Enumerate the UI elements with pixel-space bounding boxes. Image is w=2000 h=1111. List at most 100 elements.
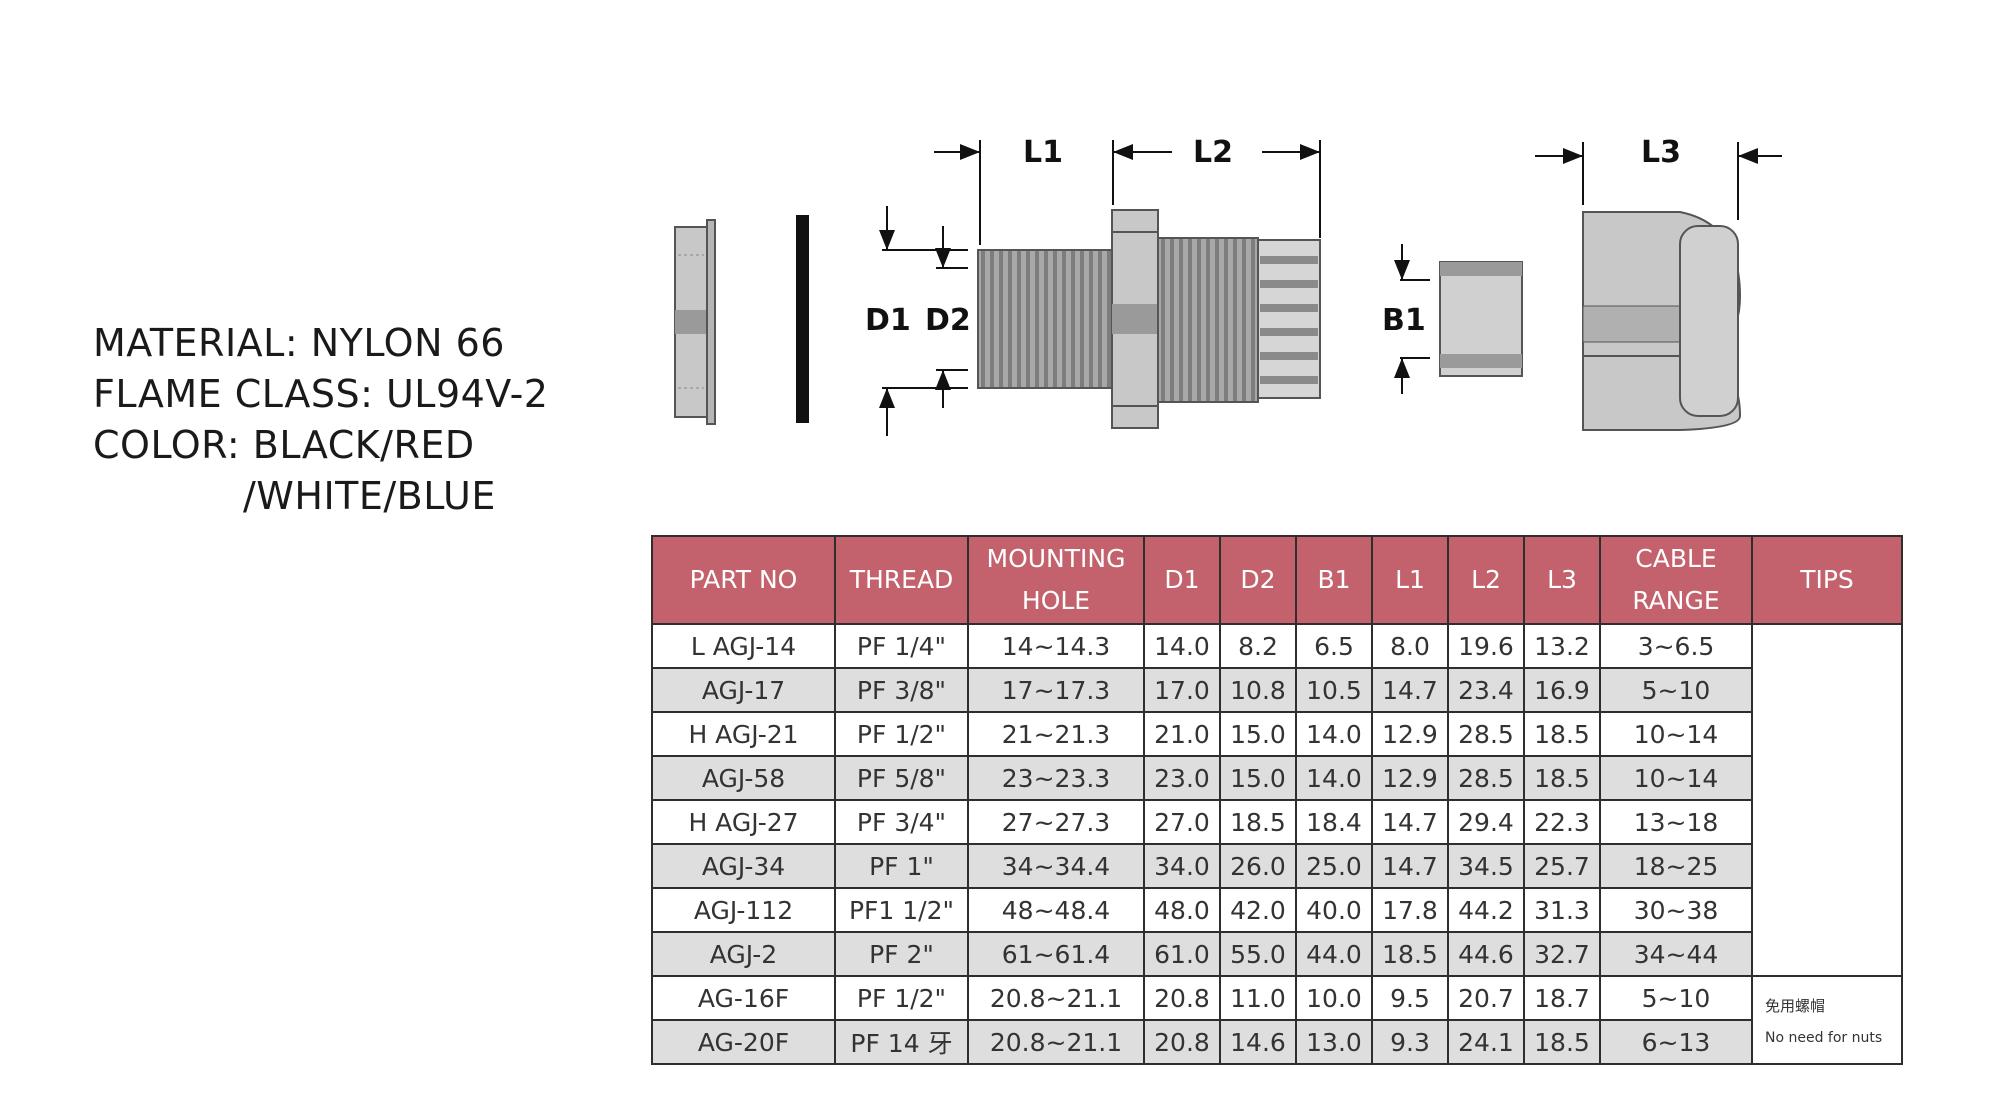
cell-l1: 17.8 bbox=[1371, 887, 1449, 933]
cell-l3: 25.7 bbox=[1523, 843, 1601, 889]
dim-label-l2: L2 bbox=[1193, 135, 1233, 170]
cell-l3: 18.5 bbox=[1523, 711, 1601, 757]
dimension-lines bbox=[879, 140, 1782, 436]
material-line: MATERIAL: NYLON 66 bbox=[93, 321, 505, 365]
cell-l3: 18.5 bbox=[1523, 1019, 1601, 1065]
cell-b1: 10.5 bbox=[1295, 667, 1373, 713]
table-row: AG-16F PF 1/2" 20.8~21.1 20.8 11.0 10.0 … bbox=[651, 975, 1903, 1065]
cell-thread: PF 1/2" bbox=[834, 711, 969, 757]
table-row: H AGJ-21 PF 1/2" 21~21.3 21.0 15.0 14.0 … bbox=[651, 711, 1902, 757]
cell-mounting-hole: 27~27.3 bbox=[967, 799, 1145, 845]
cell-thread: PF 14 牙 bbox=[834, 1019, 969, 1065]
cell-mounting-hole: 20.8~21.1 bbox=[967, 1019, 1145, 1065]
cell-l1: 14.7 bbox=[1371, 799, 1449, 845]
cell-d1: 27.0 bbox=[1143, 799, 1221, 845]
seal-insert-part bbox=[1439, 261, 1523, 377]
cell-part-no: H AGJ-27 bbox=[651, 799, 836, 845]
cell-l3: 18.5 bbox=[1523, 755, 1601, 801]
cell-d1: 17.0 bbox=[1143, 667, 1221, 713]
cell-d1: 14.0 bbox=[1143, 623, 1221, 669]
cell-l2: 44.6 bbox=[1447, 931, 1525, 977]
cell-thread: PF 5/8" bbox=[834, 755, 969, 801]
cell-b1: 14.0 bbox=[1295, 755, 1373, 801]
header-b1: B1 bbox=[1295, 535, 1373, 625]
cable-gland-drawing: L1 L2 L3 D1 D2 B1 bbox=[674, 135, 1782, 436]
cell-d2: 55.0 bbox=[1219, 931, 1297, 977]
cell-d2: 10.8 bbox=[1219, 667, 1297, 713]
cell-l3: 16.9 bbox=[1523, 667, 1601, 713]
cell-d2: 11.0 bbox=[1219, 975, 1297, 1021]
cell-d2: 15.0 bbox=[1219, 711, 1297, 757]
tips-cell-empty bbox=[1751, 623, 1903, 977]
cell-d2: 15.0 bbox=[1219, 755, 1297, 801]
cell-part-no: AGJ-17 bbox=[651, 667, 836, 713]
color-line: COLOR: BLACK/RED bbox=[93, 423, 475, 467]
cell-l2: 24.1 bbox=[1447, 1019, 1525, 1065]
cell-l1: 14.7 bbox=[1371, 667, 1449, 713]
cell-cable-range: 5~10 bbox=[1599, 667, 1753, 713]
header-l3: L3 bbox=[1523, 535, 1601, 625]
cell-l2: 20.7 bbox=[1447, 975, 1525, 1021]
cell-b1: 10.0 bbox=[1295, 975, 1373, 1021]
cell-part-no: L AGJ-14 bbox=[651, 623, 836, 669]
cell-b1: 40.0 bbox=[1295, 887, 1373, 933]
dim-label-d1: D1 bbox=[865, 303, 911, 338]
cell-thread: PF 2" bbox=[834, 931, 969, 977]
tips-cell-note: 免用螺帽 No need for nuts bbox=[1751, 975, 1903, 1065]
header-thread: THREAD bbox=[834, 535, 969, 625]
header-l2: L2 bbox=[1447, 535, 1525, 625]
gland-body-part bbox=[977, 209, 1321, 429]
dim-label-l3: L3 bbox=[1641, 135, 1681, 170]
cell-mounting-hole: 14~14.3 bbox=[967, 623, 1145, 669]
cell-mounting-hole: 20.8~21.1 bbox=[967, 975, 1145, 1021]
cell-mounting-hole: 23~23.3 bbox=[967, 755, 1145, 801]
cell-l2: 34.5 bbox=[1447, 843, 1525, 889]
dim-label-b1: B1 bbox=[1382, 303, 1426, 338]
cell-cable-range: 30~38 bbox=[1599, 887, 1753, 933]
cell-cable-range: 13~18 bbox=[1599, 799, 1753, 845]
color-line-continued: /WHITE/BLUE bbox=[243, 474, 496, 518]
cell-d2: 8.2 bbox=[1219, 623, 1297, 669]
dim-label-l1: L1 bbox=[1023, 135, 1063, 170]
cell-d1: 21.0 bbox=[1143, 711, 1221, 757]
table-header-row: PART NO THREAD MOUNTING HOLE D1 D2 B1 L1… bbox=[651, 535, 1903, 625]
cell-part-no: AGJ-112 bbox=[651, 887, 836, 933]
cell-part-no: AGJ-34 bbox=[651, 843, 836, 889]
cell-l1: 12.9 bbox=[1371, 755, 1449, 801]
sealing-gasket bbox=[796, 215, 809, 423]
cell-l2: 23.4 bbox=[1447, 667, 1525, 713]
cell-d2: 42.0 bbox=[1219, 887, 1297, 933]
table-row: AGJ-58 PF 5/8" 23~23.3 23.0 15.0 14.0 12… bbox=[651, 755, 1902, 801]
cell-d1: 23.0 bbox=[1143, 755, 1221, 801]
header-cable-range: CABLE RANGE bbox=[1599, 535, 1753, 625]
cap-nut-part bbox=[1582, 211, 1742, 431]
cell-l1: 9.5 bbox=[1371, 975, 1449, 1021]
cell-thread: PF 1" bbox=[834, 843, 969, 889]
cell-mounting-hole: 48~48.4 bbox=[967, 887, 1145, 933]
cell-l3: 22.3 bbox=[1523, 799, 1601, 845]
table-row: AGJ-2 PF 2" 61~61.4 61.0 55.0 44.0 18.5 … bbox=[651, 931, 1902, 977]
cell-thread: PF1 1/2" bbox=[834, 887, 969, 933]
cell-part-no: AGJ-58 bbox=[651, 755, 836, 801]
cell-part-no: AG-20F bbox=[651, 1019, 836, 1065]
header-tips: TIPS bbox=[1751, 535, 1903, 625]
cell-cable-range: 6~13 bbox=[1599, 1019, 1753, 1065]
header-l1: L1 bbox=[1371, 535, 1449, 625]
table-row: AG-20F PF 14 牙 20.8~21.1 20.8 14.6 13.0 … bbox=[651, 1019, 1902, 1065]
cell-mounting-hole: 61~61.4 bbox=[967, 931, 1145, 977]
cell-cable-range: 18~25 bbox=[1599, 843, 1753, 889]
header-d1: D1 bbox=[1143, 535, 1221, 625]
cell-part-no: AGJ-2 bbox=[651, 931, 836, 977]
table-row: L AGJ-14 PF 1/4" 14~14.3 14.0 8.2 6.5 8.… bbox=[651, 623, 1903, 977]
cell-thread: PF 3/8" bbox=[834, 667, 969, 713]
table-row: AGJ-17 PF 3/8" 17~17.3 17.0 10.8 10.5 14… bbox=[651, 667, 1902, 713]
cell-l2: 29.4 bbox=[1447, 799, 1525, 845]
cell-thread: PF 1/2" bbox=[834, 975, 969, 1021]
cell-thread: PF 1/4" bbox=[834, 623, 969, 669]
cell-cable-range: 5~10 bbox=[1599, 975, 1753, 1021]
table-row: H AGJ-27 PF 3/4" 27~27.3 27.0 18.5 18.4 … bbox=[651, 799, 1902, 845]
cell-l1: 18.5 bbox=[1371, 931, 1449, 977]
spec-table: PART NO THREAD MOUNTING HOLE D1 D2 B1 L1… bbox=[651, 535, 1903, 1065]
header-part-no: PART NO bbox=[651, 535, 836, 625]
cell-part-no: H AGJ-21 bbox=[651, 711, 836, 757]
